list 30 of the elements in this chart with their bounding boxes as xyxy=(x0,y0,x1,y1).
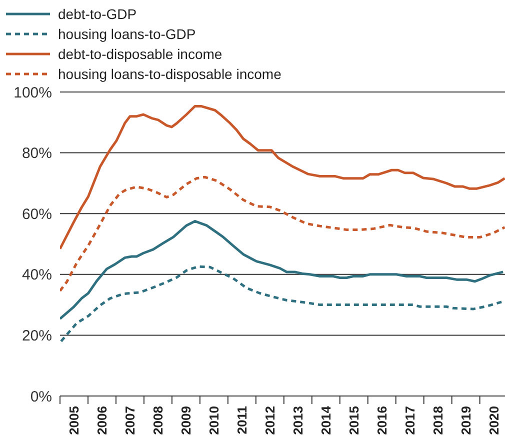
y-tick-label: 100% xyxy=(14,84,52,102)
x-tick-label: 2005 xyxy=(66,406,82,435)
line-series xyxy=(60,105,505,250)
x-tick-label: 2007 xyxy=(122,406,138,435)
legend-label: debt-to-disposable income xyxy=(58,45,222,64)
x-tick-label: 2012 xyxy=(262,406,278,435)
x-tick-label: 2018 xyxy=(430,406,446,435)
line-series xyxy=(60,176,505,292)
x-tick-label: 2010 xyxy=(206,406,222,435)
legend-label: housing loans-to-GDP xyxy=(58,25,196,44)
x-tick-label: 2006 xyxy=(94,406,110,435)
y-tick-label: 40% xyxy=(22,266,52,284)
x-tick-label: 2013 xyxy=(290,406,306,435)
x-tick-label: 2017 xyxy=(402,406,418,435)
x-tick-label: 2019 xyxy=(458,406,474,435)
x-tick-label: 2015 xyxy=(346,406,362,435)
legend-label: housing loans-to-disposable income xyxy=(58,65,282,84)
x-tick-label: 2011 xyxy=(234,406,250,434)
legend-label: debt-to-GDP xyxy=(58,5,137,24)
y-tick-label: 0% xyxy=(30,388,52,406)
x-tick-label: 2020 xyxy=(486,406,502,435)
x-tick-label: 2009 xyxy=(178,406,194,435)
y-tick-label: 60% xyxy=(22,206,52,223)
y-tick-label: 20% xyxy=(22,328,52,345)
x-tick-label: 2014 xyxy=(318,405,334,435)
x-tick-label: 2016 xyxy=(374,406,390,435)
line-series xyxy=(60,220,504,320)
x-tick-label: 2008 xyxy=(150,406,166,435)
line-series xyxy=(60,265,504,343)
y-tick-label: 80% xyxy=(22,145,52,162)
